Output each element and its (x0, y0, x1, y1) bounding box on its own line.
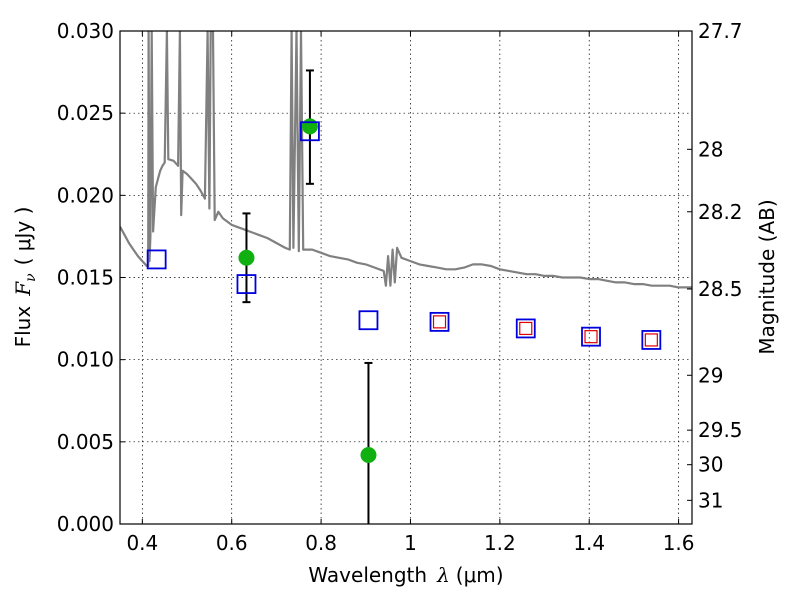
y-tick-label: 0.000 (57, 512, 114, 536)
x-tick-label: 1 (404, 531, 417, 555)
x-axis-label: Wavelength λ (μm) (308, 563, 503, 587)
x-tick-label: 1.6 (663, 531, 695, 555)
x-axis-label-unit: (μm) (456, 563, 504, 587)
model-flux-square (641, 330, 662, 350)
x-axis-label-symbol: λ (436, 563, 450, 587)
y-tick-label: 0.015 (57, 266, 114, 290)
x-axis-label-word: Wavelength (308, 563, 427, 587)
upper-limit-square (432, 315, 447, 329)
y-tick-label: 0.025 (57, 101, 114, 125)
y-tick-label: 0.020 (57, 183, 114, 207)
model-flux-square (300, 121, 320, 142)
y2-axis-label: Magnitude (AB) (755, 199, 779, 354)
x-tick-label: 1.4 (573, 531, 605, 555)
x-tick-label: 1.2 (484, 531, 516, 555)
y-axis-label: Flux Fν ( μJy ) (11, 207, 39, 348)
model-flux-square (358, 310, 379, 331)
y2-tick-label: 31 (698, 488, 723, 512)
observed-flux-point (238, 249, 255, 266)
y2-tick-label: 29.5 (698, 418, 743, 442)
y-tick-label: 0.005 (57, 430, 114, 454)
y2-tick-label: 27.7 (698, 19, 743, 43)
y2-tick-label: 30 (698, 453, 723, 477)
y-tick-label: 0.010 (57, 348, 114, 372)
model-flux-square (236, 274, 257, 294)
tick-layer: 0.4 0.6 0.8 1 1.2 1.4 1.6 0.000 0.005 0.010 0.015 0… (57, 19, 743, 555)
upper-limit-square (584, 330, 598, 344)
model-flux-square (146, 249, 167, 270)
model-flux-square (429, 311, 450, 332)
y2-tick-label: 28.2 (698, 200, 743, 224)
model-flux-square (515, 318, 536, 339)
y-axis-label-symbol: F (11, 281, 35, 297)
sed-template-curve (120, 31, 692, 289)
x-tick-label: 0.6 (216, 531, 248, 555)
y2-tick-label: 29 (698, 363, 723, 387)
observed-flux-point (360, 446, 377, 463)
model-flux-square (581, 326, 601, 347)
y-axis-label-subscript: ν (23, 273, 39, 282)
observed-flux-point (301, 118, 318, 135)
y2-tick-label: 28.5 (698, 277, 743, 301)
upper-limit-square (644, 333, 658, 347)
upper-limit-square (519, 321, 533, 336)
y2-tick-label: 28 (698, 137, 723, 161)
y-axis-label-word: Flux (11, 306, 35, 348)
y-axis-label-unit: ( μJy ) (11, 207, 35, 266)
sed-curve-layer (120, 31, 692, 289)
y-tick-label: 0.030 (57, 19, 114, 43)
x-tick-label: 0.8 (305, 531, 337, 555)
marker-layer (146, 69, 662, 524)
x-tick-label: 0.4 (126, 531, 158, 555)
